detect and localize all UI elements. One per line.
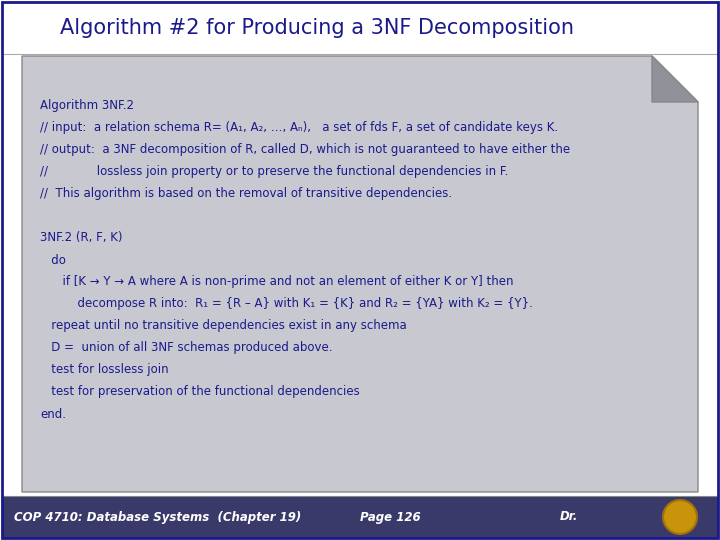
Text: //             lossless join property or to preserve the functional dependencies: // lossless join property or to preserve… <box>40 165 508 179</box>
Text: do: do <box>40 253 66 267</box>
Text: Algorithm 3NF.2: Algorithm 3NF.2 <box>40 99 134 112</box>
Text: D =  union of all 3NF schemas produced above.: D = union of all 3NF schemas produced ab… <box>40 341 333 354</box>
Text: 3NF.2 (R, F, K): 3NF.2 (R, F, K) <box>40 232 122 245</box>
Text: repeat until no transitive dependencies exist in any schema: repeat until no transitive dependencies … <box>40 320 407 333</box>
Text: //  This algorithm is based on the removal of transitive dependencies.: // This algorithm is based on the remova… <box>40 187 452 200</box>
Text: test for lossless join: test for lossless join <box>40 363 168 376</box>
Bar <box>2 2 718 54</box>
Text: // input:  a relation schema R= (A₁, A₂, …, Aₙ),   a set of fds F, a set of cand: // input: a relation schema R= (A₁, A₂, … <box>40 122 558 134</box>
Text: // output:  a 3NF decomposition of R, called D, which is not guaranteed to have : // output: a 3NF decomposition of R, cal… <box>40 144 570 157</box>
Text: decompose R into:  R₁ = {R – A} with K₁ = {K} and R₂ = {YA} with K₂ = {Y}.: decompose R into: R₁ = {R – A} with K₁ =… <box>40 298 533 310</box>
Circle shape <box>663 500 697 534</box>
Text: Dr.: Dr. <box>560 510 578 523</box>
Polygon shape <box>22 56 698 492</box>
Text: end.: end. <box>40 408 66 421</box>
Text: test for preservation of the functional dependencies: test for preservation of the functional … <box>40 386 360 399</box>
Text: Algorithm #2 for Producing a 3NF Decomposition: Algorithm #2 for Producing a 3NF Decompo… <box>60 18 574 38</box>
Bar <box>2 496 718 538</box>
Polygon shape <box>652 56 698 102</box>
Text: COP 4710: Database Systems  (Chapter 19): COP 4710: Database Systems (Chapter 19) <box>14 510 301 523</box>
Text: if [K → Y → A where A is non-prime and not an element of either K or Y] then: if [K → Y → A where A is non-prime and n… <box>40 275 513 288</box>
Text: Page 126: Page 126 <box>360 510 420 523</box>
